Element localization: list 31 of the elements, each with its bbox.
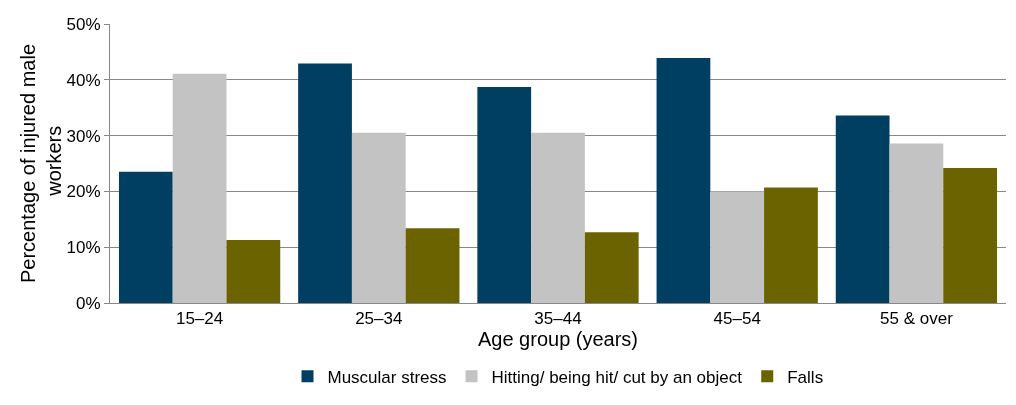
bar — [835, 115, 890, 303]
legend-label: Falls — [787, 367, 824, 387]
x-tick-label: 35–44 — [534, 309, 582, 329]
bar — [943, 167, 998, 303]
y-tick-label: 50% — [66, 14, 101, 34]
x-axis-title: Age group (years) — [477, 328, 639, 351]
bar — [584, 232, 639, 303]
y-axis-title: Percentage of injured male workers — [16, 43, 65, 284]
x-tick-label: 45–54 — [713, 309, 761, 329]
x-tick-label: 25–34 — [355, 309, 403, 329]
bar — [764, 187, 818, 303]
bar — [172, 73, 227, 303]
x-tick-label: 55 & over — [880, 309, 954, 329]
bar — [298, 63, 352, 303]
bar — [118, 171, 173, 303]
bar — [351, 132, 406, 303]
bar — [405, 228, 460, 303]
bar — [656, 58, 711, 303]
bar — [477, 87, 532, 303]
bar — [710, 191, 765, 303]
y-tick-label: 0% — [76, 293, 101, 313]
bar — [889, 143, 944, 303]
legend-label: Hitting/ being hit/ cut by an object — [491, 367, 743, 387]
y-tick-label: 40% — [66, 70, 101, 90]
y-tick-label: 20% — [66, 182, 101, 202]
bar — [226, 239, 281, 303]
bar — [531, 132, 585, 303]
legend-label: Muscular stress — [327, 367, 447, 387]
y-tick-label: 10% — [66, 238, 101, 258]
x-tick-label: 15–24 — [175, 309, 224, 329]
y-tick-label: 30% — [66, 126, 101, 146]
